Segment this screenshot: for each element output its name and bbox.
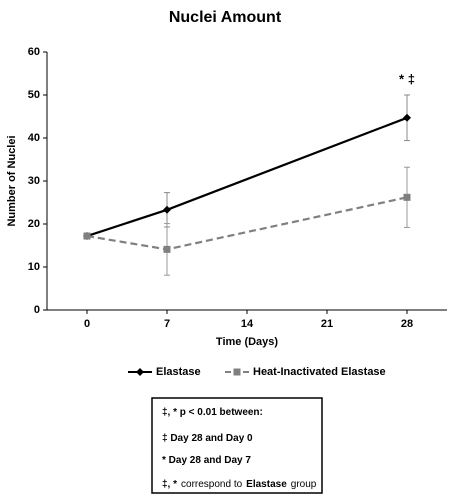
series-line (86, 116, 408, 238)
marker (403, 113, 411, 122)
marker (403, 193, 411, 201)
x-tick-label: 7 (164, 318, 170, 330)
y-tick-label: 0 (34, 304, 40, 316)
marker (83, 232, 91, 240)
x-tick-label: 0 (84, 318, 90, 330)
marker (163, 245, 171, 253)
y-tick-label: 60 (28, 46, 40, 58)
note-line: ‡, * correspond to Elastase group (162, 479, 317, 490)
note-box (151, 397, 323, 494)
legend-marker (136, 368, 144, 376)
chart-title: Nuclei Amount (169, 9, 282, 26)
legend-marker (233, 368, 241, 376)
y-tick-label: 10 (28, 261, 40, 273)
legend-label: Elastase (156, 366, 201, 378)
x-axis-label: Time (Days) (216, 336, 278, 348)
annotation: * ‡ (399, 71, 415, 86)
note-line: ‡ Day 28 and Day 0 (162, 433, 253, 444)
y-tick-label: 50 (28, 89, 40, 101)
series-line (86, 196, 408, 251)
note-text: group (291, 479, 317, 490)
note-text: Elastase (246, 479, 287, 490)
note-text: ‡ Day 28 and Day 0 (162, 433, 253, 444)
note-text: correspond to (181, 479, 243, 490)
x-tick-label: 28 (401, 318, 413, 330)
y-tick-label: 40 (28, 132, 40, 144)
y-tick-label: 20 (28, 218, 40, 230)
marker (163, 205, 171, 214)
y-axis-label: Number of Nuclei (6, 135, 18, 226)
note-line: ‡, * p < 0.01 between: (162, 407, 263, 418)
x-tick-label: 21 (321, 318, 333, 330)
y-tick-label: 30 (28, 175, 40, 187)
note-text: ‡, * p < 0.01 between: (162, 407, 263, 418)
note-line: * Day 28 and Day 7 (162, 455, 251, 466)
legend-label: Heat-Inactivated Elastase (253, 366, 386, 378)
note-text: * Day 28 and Day 7 (162, 455, 251, 466)
x-tick-label: 14 (241, 318, 254, 330)
note-text: ‡, * (162, 479, 177, 490)
